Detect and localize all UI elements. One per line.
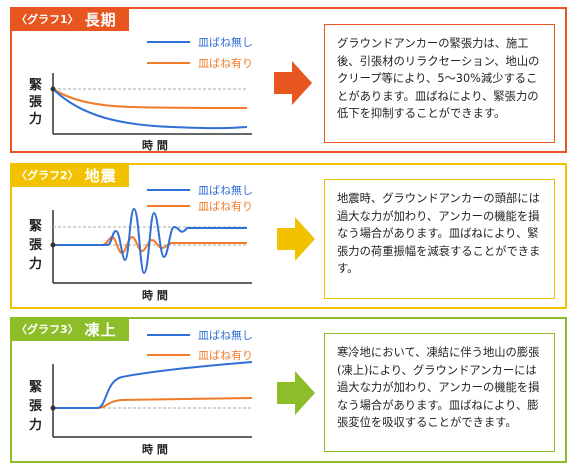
graph-tag: 〈グラフ1〉 長期 [10, 7, 129, 31]
arrow-icon [274, 61, 312, 105]
graph-chart: 皿ばね無し 皿ばね有り 緊 張 力 時 間 [29, 328, 253, 456]
description-box: グラウンドアンカーの緊張力は、施工後、引張材のリラクセーション、地山のクリープ等… [324, 24, 555, 143]
y-label-char: 緊 [29, 77, 42, 93]
graph-tag: 〈グラフ2〉 地震 [10, 163, 129, 187]
legend-label-with: 皿ばね有り [198, 199, 253, 213]
curve-without [53, 207, 247, 275]
legend-label-without: 皿ばね無し [198, 35, 253, 49]
start-point [50, 405, 56, 411]
arrow-icon [277, 371, 315, 415]
graph-number: 〈グラフ1〉 [16, 13, 79, 26]
start-point [50, 242, 56, 248]
y-label-char: 張 [29, 399, 43, 414]
start-point [50, 86, 56, 92]
y-label-char: 張 [29, 238, 43, 253]
x-axis-label: 時 間 [142, 442, 168, 456]
y-label-char: 緊 [29, 218, 42, 234]
legend-label-with: 皿ばね有り [198, 348, 253, 362]
x-axis-label: 時 間 [142, 138, 168, 152]
y-label-char: 力 [29, 256, 42, 272]
panel-frost-heave: 〈グラフ3〉 凍上 皿ばね無し 皿ばね有り 緊 張 力 時 間 寒冷地において、… [10, 317, 567, 463]
curve-without [53, 361, 253, 409]
curve-with [53, 397, 253, 409]
panel-earthquake: 〈グラフ2〉 地震 皿ばね無し 皿ばね有り 緊 張 力 時 間 地震時、グラウン… [10, 163, 567, 309]
description-box: 寒冷地において、凍結に伴う地山の膨張(凍上)により、グラウンドアンカーには過大な… [324, 333, 555, 452]
x-axis-label: 時 間 [142, 288, 168, 302]
graph-number: 〈グラフ3〉 [16, 323, 79, 336]
y-label-char: 力 [29, 417, 42, 433]
curve-without [52, 88, 248, 130]
graph-title: 凍上 [84, 320, 117, 339]
y-label-char: 力 [29, 111, 42, 127]
curve-with [52, 88, 248, 109]
graph-chart: 皿ばね無し 皿ばね有り 緊 張 力 時 間 [29, 183, 253, 302]
panel-long-term: 〈グラフ1〉 長期 皿ばね無し 皿ばね有り 緊 張 力 時 間 グラウンドアンカ… [10, 7, 567, 153]
arrow-icon [277, 217, 315, 261]
legend-label-without: 皿ばね無し [198, 328, 253, 342]
legend-label-with: 皿ばね有り [198, 56, 253, 70]
graph-number: 〈グラフ2〉 [16, 169, 79, 182]
graph-title: 地震 [84, 166, 117, 185]
graph-tag: 〈グラフ3〉 凍上 [10, 317, 129, 341]
legend-label-without: 皿ばね無し [198, 183, 253, 197]
y-label-char: 緊 [29, 379, 42, 395]
graph-title: 長期 [84, 10, 117, 29]
graph-chart: 皿ばね無し 皿ばね有り 緊 張 力 時 間 [29, 35, 253, 152]
y-label-char: 張 [29, 95, 43, 110]
description-box: 地震時、グラウンドアンカーの頭部には過大な力が加わり、アンカーの機能を損なう場合… [324, 179, 555, 299]
